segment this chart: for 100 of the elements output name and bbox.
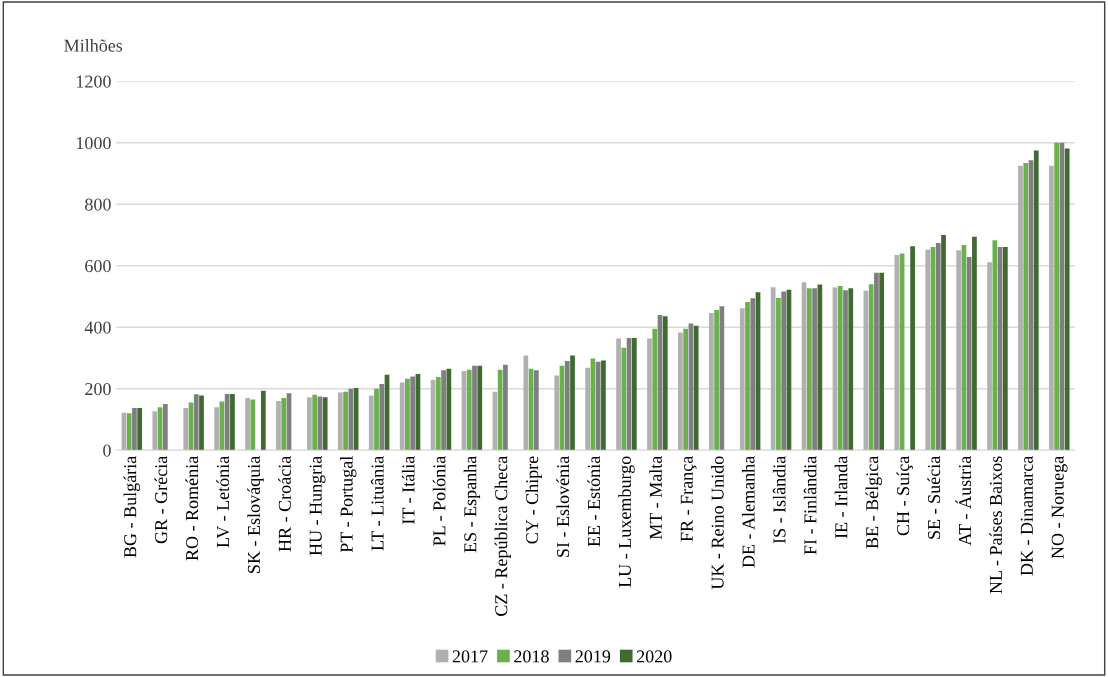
bar <box>941 234 946 451</box>
x-tick-label: HR - Croácia <box>278 456 291 552</box>
bar <box>585 367 591 451</box>
legend-label: 2017 <box>452 650 488 663</box>
bar <box>879 272 885 451</box>
bar <box>894 254 900 451</box>
bar <box>137 408 143 451</box>
bar <box>312 394 318 451</box>
bar <box>472 365 477 451</box>
x-tick-label: IS - Islândia <box>772 456 786 544</box>
bar <box>162 404 168 451</box>
bar <box>446 368 452 451</box>
bar <box>230 393 235 451</box>
bar <box>693 325 699 451</box>
bar <box>570 355 575 451</box>
bar <box>368 395 374 451</box>
bar <box>601 360 606 451</box>
x-tick-label: PL - Polónia <box>432 456 446 546</box>
bar <box>719 306 725 451</box>
y-tick-label: 400 <box>84 321 111 334</box>
bar <box>812 288 817 451</box>
bar <box>435 377 441 451</box>
bar <box>214 407 220 451</box>
bar <box>750 298 756 451</box>
bar <box>925 249 931 451</box>
y-tick-label: 600 <box>85 259 111 273</box>
bar <box>652 328 658 451</box>
bar <box>1064 148 1070 451</box>
bar <box>776 298 781 451</box>
bar <box>874 272 879 451</box>
y-axis-title: Milhões <box>64 39 123 52</box>
bar <box>678 332 683 451</box>
bar <box>554 375 560 451</box>
bar <box>343 391 348 451</box>
x-tick-label: FI - Finlândia <box>803 456 817 555</box>
x-tick-label: CY - Chipre <box>525 456 542 544</box>
bar <box>183 408 189 451</box>
legend-label: 2019 <box>575 650 611 663</box>
x-tick-label: CH - Suíça <box>896 456 913 536</box>
bar <box>399 382 405 451</box>
bar <box>441 370 446 451</box>
bar <box>281 397 287 451</box>
bar <box>250 399 256 451</box>
x-tick-label: DK - Dinamarca <box>1020 456 1033 576</box>
bar <box>1054 142 1060 451</box>
bar <box>307 397 312 451</box>
x-tick-label: HU - Hungria <box>309 456 326 556</box>
bar <box>379 384 385 451</box>
bar <box>503 364 508 451</box>
bar <box>348 388 354 451</box>
bar <box>837 286 843 451</box>
x-tick-label: IE - Irlanda <box>834 456 848 539</box>
y-tick-label: 200 <box>85 382 111 396</box>
x-tick-label: BG - Bulgária <box>123 456 141 558</box>
bar <box>770 287 776 451</box>
bar <box>405 378 410 451</box>
bar <box>132 408 137 451</box>
bar <box>224 393 230 451</box>
x-tick-label: UK - Reino Unido <box>711 456 724 590</box>
bar <box>533 370 539 451</box>
bar <box>595 361 601 451</box>
x-tick-label: MT - Malta <box>649 456 662 540</box>
x-tick-label: SE - Suécia <box>927 456 941 539</box>
bar <box>972 236 977 451</box>
bar <box>781 291 787 451</box>
bar <box>868 284 874 451</box>
x-tick-label: NL - Países Baixos <box>989 456 1002 594</box>
bar <box>199 395 204 451</box>
bar <box>337 392 343 451</box>
bar <box>1002 246 1008 451</box>
x-tick-label: SI - Eslovénia <box>556 456 570 557</box>
bar <box>466 369 472 451</box>
bar <box>714 310 719 451</box>
legend-label: 2020 <box>636 650 672 663</box>
x-tick-label: CZ - República Checa <box>494 456 511 616</box>
bar <box>621 347 627 451</box>
bar <box>193 394 199 451</box>
bar <box>910 246 915 451</box>
bar <box>1033 150 1039 451</box>
bar <box>631 337 637 451</box>
bar <box>126 413 132 451</box>
bar <box>245 397 250 451</box>
legend-label: 2018 <box>514 650 549 663</box>
bar <box>276 401 281 451</box>
bar <box>662 316 668 451</box>
y-tick-label: 0 <box>103 444 111 457</box>
bar <box>477 365 483 451</box>
y-tick-label: 1000 <box>76 136 111 150</box>
bar <box>817 284 823 451</box>
y-tick-label: 1200 <box>76 75 111 88</box>
bar <box>956 250 962 451</box>
y-tick-label: 800 <box>85 198 111 211</box>
bar <box>322 397 328 451</box>
bar <box>1023 163 1029 451</box>
bar <box>848 288 854 451</box>
bar <box>992 240 998 451</box>
x-tick-label: LT - Lituânia <box>370 456 384 551</box>
bar <box>523 355 529 451</box>
bar <box>683 328 689 451</box>
bar <box>935 242 941 451</box>
